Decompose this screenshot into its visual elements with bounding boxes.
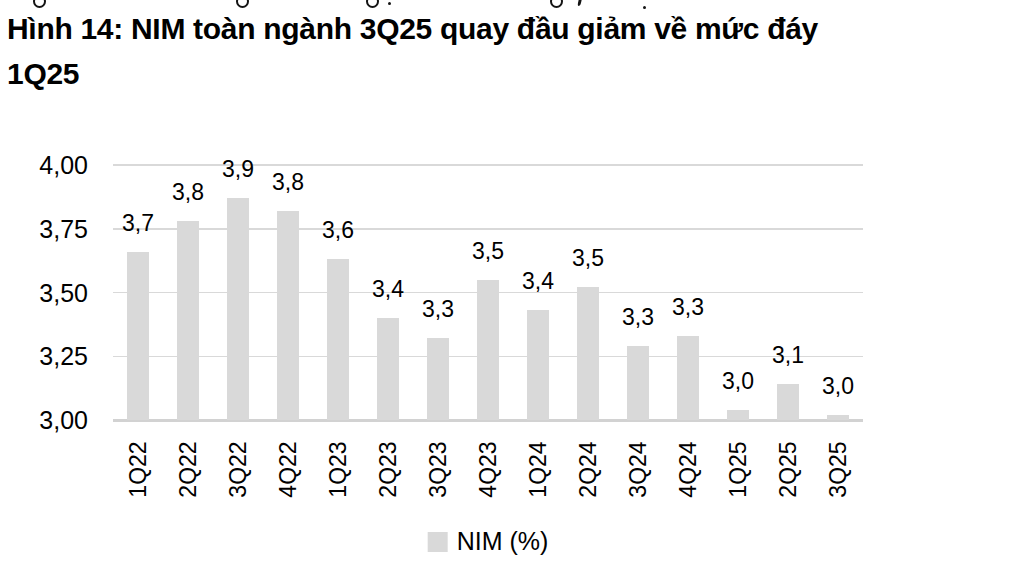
- x-tick-label: 1Q22: [123, 430, 153, 508]
- x-tick-label: 3Q22: [223, 430, 253, 508]
- nim-bar-chart: 3,003,253,503,754,003,71Q223,82Q223,93Q2…: [0, 0, 1016, 580]
- x-tick-label: 2Q22: [173, 430, 203, 508]
- bar-value-label: 3,3: [656, 294, 720, 320]
- y-tick-label: 3,50: [0, 280, 88, 306]
- x-tick-label: 1Q23: [323, 430, 353, 508]
- y-tick-label: 4,00: [0, 152, 88, 178]
- bar-value-label: 3,0: [806, 373, 870, 399]
- bar-value-label: 3,8: [156, 179, 220, 205]
- x-tick-label: 4Q22: [273, 430, 303, 508]
- gridline: [113, 228, 863, 230]
- x-tick-label: 3Q24: [623, 430, 653, 508]
- bar: [227, 198, 249, 420]
- bar: [577, 287, 599, 420]
- bar: [427, 338, 449, 420]
- bar: [127, 252, 149, 420]
- bar-value-label: 3,4: [506, 268, 570, 294]
- bar: [277, 211, 299, 420]
- y-tick-label: 3,75: [0, 216, 88, 242]
- bar-value-label: 3,6: [306, 217, 370, 243]
- bar: [827, 415, 849, 420]
- bar: [377, 318, 399, 420]
- bar: [627, 346, 649, 420]
- bar-value-label: 3,3: [406, 296, 470, 322]
- y-tick-label: 3,00: [0, 407, 88, 433]
- bar-value-label: 3,7: [106, 210, 170, 236]
- bar-value-label: 3,5: [456, 238, 520, 264]
- x-tick-label: 2Q23: [373, 430, 403, 508]
- bar: [727, 410, 749, 420]
- legend-label: NIM (%): [457, 527, 549, 556]
- legend-swatch-icon: [428, 532, 448, 552]
- bar: [777, 384, 799, 420]
- bar-value-label: 3,1: [756, 342, 820, 368]
- x-tick-label: 2Q25: [773, 430, 803, 508]
- bar: [677, 336, 699, 420]
- bar-value-label: 3,8: [256, 169, 320, 195]
- y-tick-label: 3,25: [0, 343, 88, 369]
- bar-value-label: 3,5: [556, 245, 620, 271]
- figure-page: Hình 14: NIM toàn ngành 3Q25 quay đầu gi…: [0, 0, 1016, 580]
- x-tick-label: 1Q24: [523, 430, 553, 508]
- bar: [527, 310, 549, 420]
- chart-legend: NIM (%): [428, 527, 549, 556]
- bar: [327, 259, 349, 420]
- x-tick-label: 1Q25: [723, 430, 753, 508]
- bar: [177, 221, 199, 420]
- bar: [477, 280, 499, 420]
- bar-value-label: 3,0: [706, 368, 770, 394]
- x-tick-label: 2Q24: [573, 430, 603, 508]
- x-tick-label: 3Q25: [823, 430, 853, 508]
- x-tick-label: 4Q23: [473, 430, 503, 508]
- x-tick-label: 3Q23: [423, 430, 453, 508]
- x-tick-label: 4Q24: [673, 430, 703, 508]
